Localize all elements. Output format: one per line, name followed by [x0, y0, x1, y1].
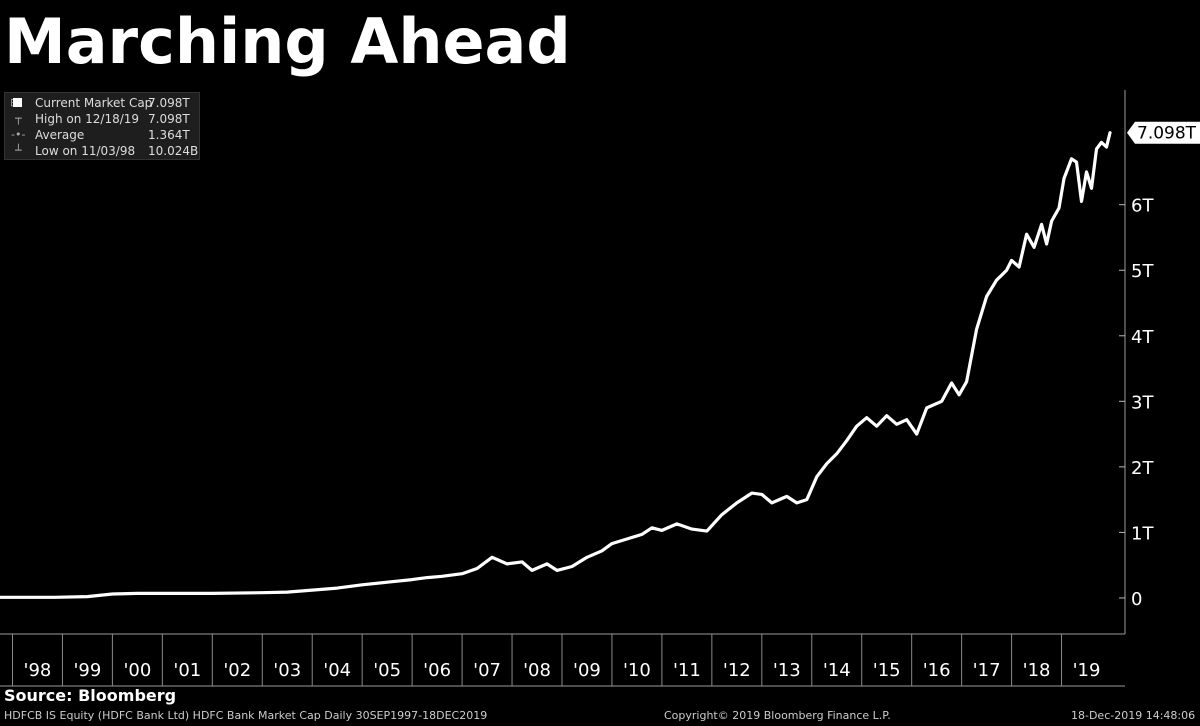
y-tick-label: 6T	[1131, 196, 1154, 217]
x-tick-label: '99	[73, 660, 101, 681]
y-tick-label: 3T	[1131, 392, 1154, 413]
legend-swatch	[13, 98, 22, 107]
legend-value-average: 1.364T	[148, 128, 190, 142]
x-axis-ticks: '98 '99 '00 '01 '02 '03 '04 '05 '06 '07 '08 '09 '10 '…	[11, 634, 1101, 686]
y-tick-label: 1T	[1131, 523, 1154, 544]
x-tick-label: '08	[523, 660, 551, 681]
source-note: Source: Bloomberg	[4, 686, 177, 705]
x-tick-label: '06	[423, 660, 451, 681]
x-tick-label: '01	[173, 660, 201, 681]
chart-legend: ⊟ Current Market Cap 7.098T ┬ High on 12…	[4, 92, 200, 160]
high-marker-icon: ┬	[15, 112, 22, 125]
x-tick-label: '09	[573, 660, 601, 681]
footer-timestamp: 18-Dec-2019 14:48:06	[1071, 709, 1196, 722]
y-tick-label: 4T	[1131, 327, 1154, 348]
x-tick-label: '18	[1023, 660, 1051, 681]
x-tick-label: '17	[973, 660, 1001, 681]
x-tick-label: '04	[323, 660, 351, 681]
last-value-badge	[1127, 121, 1200, 144]
x-tick-label: '19	[1073, 660, 1101, 681]
x-tick-label: '98	[24, 660, 52, 681]
x-tick-label: '14	[823, 660, 851, 681]
average-marker-icon: -•-	[11, 128, 26, 141]
y-tick-label: 0	[1131, 589, 1142, 610]
x-tick-label: '03	[273, 660, 301, 681]
legend-label-high: High on 12/18/19	[35, 112, 140, 126]
legend-value-current: 7.098T	[148, 96, 190, 110]
x-tick-label: '16	[923, 660, 951, 681]
footer-security-info: HDFCB IS Equity (HDFC Bank Ltd) HDFC Ban…	[4, 709, 488, 722]
legend-value-low: 10.024B	[148, 144, 199, 158]
chart-axes	[0, 90, 1126, 687]
x-tick-label: '15	[873, 660, 901, 681]
x-tick-label: '13	[773, 660, 801, 681]
y-tick-label: 5T	[1131, 261, 1154, 282]
x-tick-label: '11	[673, 660, 701, 681]
y-axis-ticks: 0 1T 2T 3T 4T 5T 6T	[1119, 196, 1154, 610]
x-tick-label: '05	[373, 660, 401, 681]
y-tick-label: 2T	[1131, 458, 1154, 479]
last-value-marker: 7.098T	[1127, 121, 1200, 144]
chart-title: Marching Ahead	[4, 5, 571, 78]
series-line-market-cap	[0, 131, 1112, 599]
legend-label-average: Average	[35, 128, 85, 142]
legend-label-current: Current Market Cap	[35, 96, 153, 110]
series-layer	[0, 131, 1112, 599]
x-tick-label: '02	[223, 660, 251, 681]
x-tick-label: '07	[473, 660, 501, 681]
legend-label-low: Low on 11/03/98	[35, 144, 136, 158]
last-value-label: 7.098T	[1137, 124, 1197, 144]
x-tick-label: '00	[123, 660, 151, 681]
x-tick-label: '10	[623, 660, 651, 681]
legend-value-high: 7.098T	[148, 112, 190, 126]
x-tick-label: '12	[723, 660, 751, 681]
low-marker-icon: ┴	[15, 144, 22, 157]
footer-copyright: Copyright© 2019 Bloomberg Finance L.P.	[664, 709, 891, 722]
